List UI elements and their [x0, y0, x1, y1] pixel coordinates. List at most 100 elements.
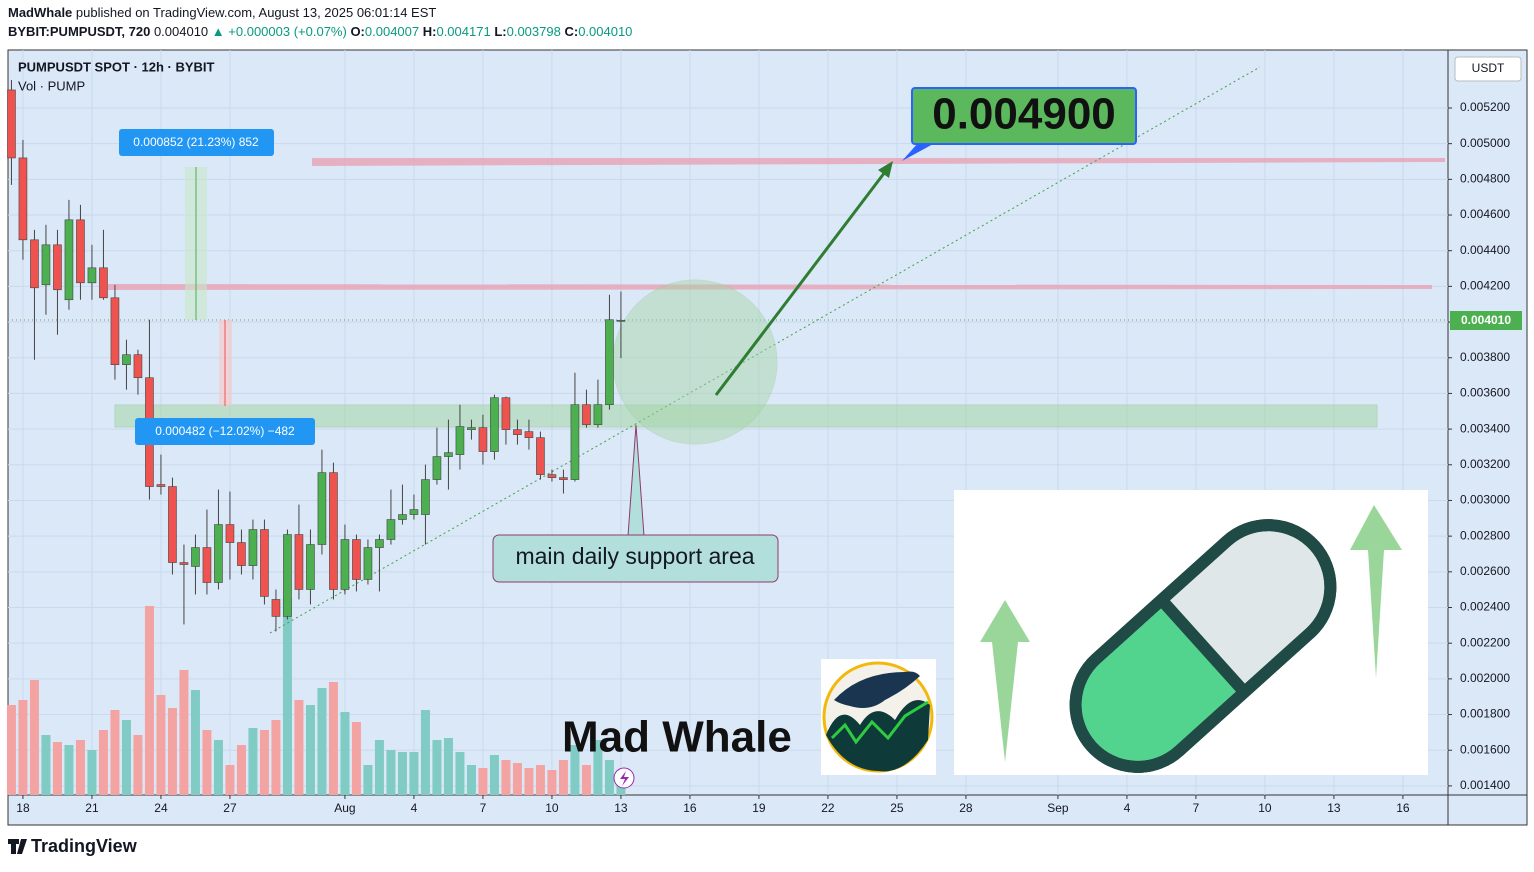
- candle-body: [237, 542, 246, 566]
- candle-body: [582, 404, 591, 425]
- pane-title: PUMPUSDT SPOT · 12h · BYBIT: [18, 59, 215, 74]
- header-ticker: BYBIT:PUMPUSDT, 720 0.004010 ▲ +0.000003…: [8, 24, 632, 39]
- l-label: L:: [494, 24, 506, 39]
- x-tick-label: 19: [752, 801, 766, 815]
- gain-box: [119, 129, 274, 156]
- volume-bar: [432, 740, 442, 795]
- x-tick-label: 27: [223, 801, 237, 815]
- candle-body: [18, 157, 28, 241]
- last: 0.004010: [154, 24, 208, 39]
- volume-bar: [202, 730, 212, 795]
- resistance-band: [312, 158, 1445, 166]
- volume-bar: [340, 712, 350, 795]
- y-tick-label: 0.003600: [1460, 386, 1510, 400]
- highlight-circle: [612, 279, 778, 445]
- candle-body: [306, 544, 315, 590]
- y-tick-label: 0.002800: [1460, 528, 1510, 542]
- x-tick-label: 4: [1124, 801, 1131, 815]
- volume-layer: [6, 598, 626, 795]
- x-tick-label: 25: [890, 801, 904, 815]
- pill-half: [1081, 604, 1241, 761]
- y-tick-label: 0.002200: [1460, 635, 1510, 649]
- candle-body: [133, 354, 143, 379]
- volume-bar: [64, 745, 74, 795]
- candle-body: [340, 539, 350, 590]
- arrow-head: [878, 161, 893, 178]
- volume-bar: [305, 705, 315, 795]
- volume-bar: [41, 735, 51, 795]
- volume-bar: [466, 765, 476, 795]
- brand: TradingView: [31, 836, 138, 856]
- candle-body: [352, 539, 361, 580]
- x-tick-label: 10: [1258, 801, 1272, 815]
- h: 0.004171: [436, 24, 490, 39]
- candle-body: [53, 244, 62, 291]
- time-axis-area: [8, 795, 1448, 825]
- c-label: C:: [564, 24, 578, 39]
- volume-bar: [501, 760, 511, 795]
- volume-bar: [6, 705, 16, 795]
- volume-bar: [478, 768, 488, 795]
- candle-body: [363, 547, 373, 580]
- watermark: Mad Whale: [562, 713, 792, 762]
- author: MadWhale: [8, 5, 72, 20]
- candle-body: [283, 534, 292, 617]
- volume-bar: [420, 710, 430, 795]
- candle-body: [375, 539, 384, 548]
- frame: [7, 49, 1528, 826]
- x-tick-label: 21: [85, 801, 99, 815]
- x-tick-label: 18: [16, 801, 30, 815]
- up-arrow: [1350, 505, 1402, 678]
- volume-bar: [374, 740, 384, 795]
- volume-bar: [363, 765, 373, 795]
- y-tick-label: 0.001400: [1460, 778, 1510, 792]
- x-tick-label: 7: [480, 801, 487, 815]
- candle-body: [536, 437, 545, 475]
- x-tick-label: 4: [411, 801, 418, 815]
- x-tick-label: 13: [614, 801, 628, 815]
- volume-bar: [317, 688, 327, 795]
- candle-body: [260, 529, 269, 597]
- candle-layer: [7, 79, 626, 632]
- volume-bar: [294, 700, 304, 795]
- volume-bar: [489, 755, 499, 795]
- pill-outline: [1069, 519, 1337, 773]
- volume-bar: [225, 765, 235, 795]
- last-price-box: [1450, 311, 1522, 330]
- candle-body: [559, 477, 568, 480]
- target-label: 0.004900: [932, 90, 1116, 139]
- symbol: BYBIT:PUMPUSDT, 720: [8, 24, 150, 39]
- x-tick-label: Sep: [1047, 801, 1069, 815]
- candle-body: [7, 89, 16, 159]
- volume-bar: [604, 760, 614, 795]
- y-tick-label: 0.005000: [1460, 136, 1510, 150]
- candle-body: [99, 267, 108, 299]
- volume-bar: [236, 745, 246, 795]
- resistance-band: [108, 284, 1432, 290]
- volume-bar: [397, 752, 407, 795]
- candle-body: [386, 519, 396, 540]
- candle-body: [248, 529, 258, 566]
- pill-divider: [1159, 598, 1247, 694]
- candle-body: [329, 472, 338, 590]
- y-tick-label: 0.001800: [1460, 707, 1510, 721]
- change: ▲ +0.000003 (+0.07%): [212, 24, 347, 39]
- candle-body: [225, 524, 235, 543]
- candle-body: [30, 239, 39, 289]
- y-tick-label: 0.003000: [1460, 493, 1510, 507]
- pill: [1069, 519, 1337, 773]
- candle-body: [524, 431, 534, 438]
- candle-body: [76, 219, 85, 284]
- volume-bar: [558, 760, 568, 795]
- volume-bar: [167, 708, 177, 795]
- candle-body: [513, 429, 522, 435]
- volume-bar: [156, 695, 166, 795]
- volume-bar: [75, 740, 85, 795]
- candle-body: [179, 562, 189, 565]
- last-price-label: 0.004010: [1461, 313, 1511, 327]
- logo-chart-line: [830, 700, 929, 745]
- candle-body: [593, 404, 603, 425]
- y-tick-label: 0.004400: [1460, 243, 1510, 257]
